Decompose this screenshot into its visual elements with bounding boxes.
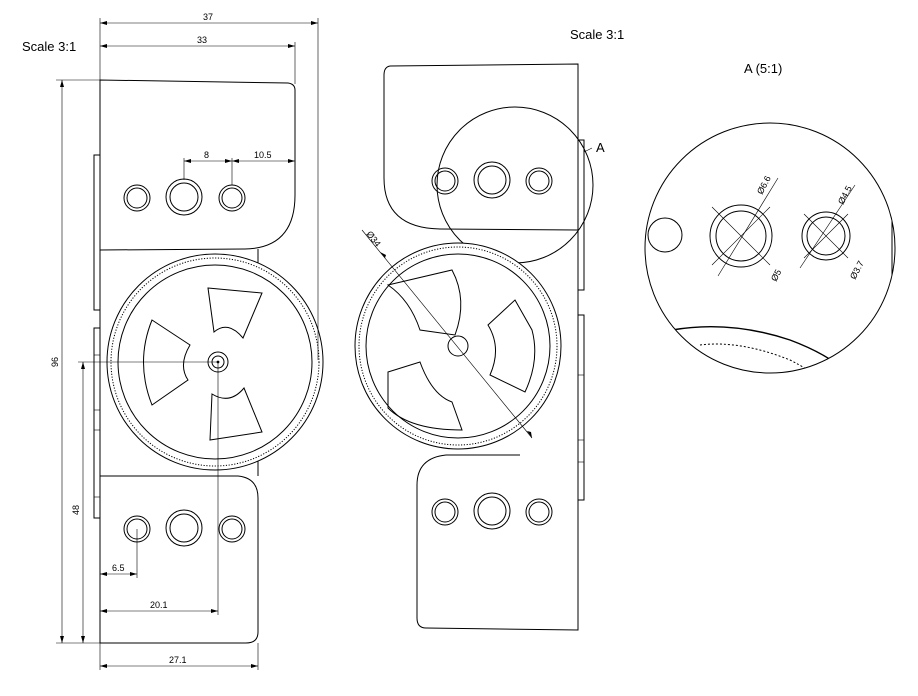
detail-title: A (5:1)	[744, 61, 782, 76]
side-lower-holes	[431, 492, 553, 530]
svg-text:8: 8	[204, 150, 209, 160]
svg-text:Ø34: Ø34	[364, 229, 382, 249]
front-tab-upper	[93, 154, 101, 311]
detail-a-marker-circle	[436, 106, 594, 264]
svg-text:27.1: 27.1	[169, 655, 187, 665]
side-scale-label: Scale 3:1	[570, 27, 624, 42]
svg-text:10.5: 10.5	[254, 150, 272, 160]
dim-hole-edge: 6.5	[100, 529, 138, 578]
label-small-inner: Ø3.7	[848, 259, 866, 281]
front-view: Scale 3:1	[22, 12, 324, 670]
side-upper-holes	[431, 161, 553, 199]
side-part-outline	[383, 63, 579, 631]
svg-text:6.5: 6.5	[112, 563, 125, 573]
detail-boundary	[644, 122, 896, 374]
front-lower-holes	[123, 509, 246, 547]
svg-text:48: 48	[71, 505, 81, 515]
label-hole-outer: Ø6.6	[755, 174, 773, 196]
dim-hole-pitch: 8 10.5	[183, 150, 295, 185]
side-view: Scale 3:1 A	[354, 27, 624, 631]
dim-base-width: 27.1	[99, 643, 259, 670]
side-tab-lower	[577, 314, 585, 501]
front-upper-holes	[123, 178, 246, 216]
svg-text:33: 33	[197, 35, 207, 45]
dim-overall-height: 96	[50, 79, 100, 644]
front-scale-label: Scale 3:1	[22, 39, 76, 54]
front-tab-lower	[93, 327, 101, 519]
front-part-outline	[99, 79, 296, 251]
dim-lower-height: 48	[71, 361, 218, 643]
svg-text:20.1: 20.1	[150, 600, 168, 610]
dim-upper-width: 33	[100, 35, 296, 84]
detail-view: A (5:1) Ø6.6 Ø5 Ø4.5 Ø3.7	[644, 61, 896, 374]
label-small-outer: Ø4.5	[836, 184, 854, 206]
dim-overall-width: 37	[99, 12, 319, 360]
detail-a-label: A	[596, 140, 605, 155]
svg-text:37: 37	[203, 12, 213, 22]
side-wheel	[354, 242, 562, 450]
svg-text:96: 96	[50, 357, 60, 367]
front-lower-outline	[99, 475, 259, 644]
dim-hub-offset: 20.1	[100, 362, 219, 615]
label-hole-inner: Ø5	[769, 268, 783, 283]
side-tab-upper	[577, 139, 585, 291]
